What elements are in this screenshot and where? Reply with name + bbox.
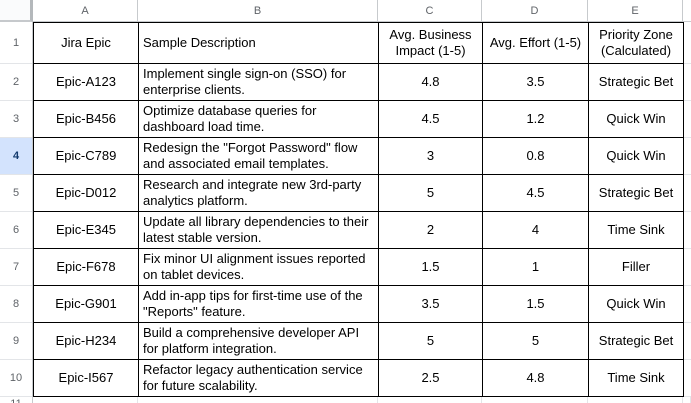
- cell-D5[interactable]: 4.5: [483, 175, 589, 212]
- row-header-6[interactable]: 6: [0, 212, 32, 249]
- cell-E10[interactable]: Time Sink: [589, 360, 684, 397]
- cell-C8[interactable]: 3.5: [379, 286, 483, 323]
- row-header-8[interactable]: 8: [0, 286, 32, 323]
- cell-D8[interactable]: 1.5: [483, 286, 589, 323]
- row-header-5[interactable]: 5: [0, 175, 32, 212]
- cell-B6[interactable]: Update all library dependencies to their…: [139, 212, 379, 249]
- cell-C9[interactable]: 5: [379, 323, 483, 360]
- cell-A3[interactable]: Epic-B456: [34, 101, 139, 138]
- cell-A8[interactable]: Epic-G901: [34, 286, 139, 323]
- gridline-fragment: [684, 22, 691, 64]
- gridline-fragment: [684, 212, 691, 249]
- cell-E5[interactable]: Strategic Bet: [589, 175, 684, 212]
- gridline-fragment: [683, 397, 691, 403]
- column-header-sliver: [683, 0, 691, 21]
- cell-E1[interactable]: Priority Zone (Calculated): [589, 23, 684, 64]
- gridline-fragment: [33, 397, 138, 403]
- row-header-10[interactable]: 10: [0, 360, 32, 397]
- gridline-fragment: [482, 397, 588, 403]
- cell-A10[interactable]: Epic-I567: [34, 360, 139, 397]
- cell-B9[interactable]: Build a comprehensive developer API for …: [139, 323, 379, 360]
- select-all-corner[interactable]: [0, 0, 33, 22]
- cell-D4[interactable]: 0.8: [483, 138, 589, 175]
- cell-D10[interactable]: 4.8: [483, 360, 589, 397]
- cell-B8[interactable]: Add in-app tips for first-time use of th…: [139, 286, 379, 323]
- cell-A6[interactable]: Epic-E345: [34, 212, 139, 249]
- cell-B4[interactable]: Redesign the "Forgot Password" flow and …: [139, 138, 379, 175]
- gridline-fragment: [684, 138, 691, 175]
- row-header-2[interactable]: 2: [0, 64, 32, 101]
- gridline-fragment: [378, 397, 482, 403]
- cell-A2[interactable]: Epic-A123: [34, 64, 139, 101]
- unused-column-f: [684, 22, 691, 397]
- gridline-fragment: [684, 360, 691, 397]
- cell-E3[interactable]: Quick Win: [589, 101, 684, 138]
- cell-C1[interactable]: Avg. Business Impact (1-5): [379, 23, 483, 64]
- column-header-D[interactable]: D: [482, 0, 588, 21]
- gridline-fragment: [588, 397, 683, 403]
- cell-C7[interactable]: 1.5: [379, 249, 483, 286]
- cell-C10[interactable]: 2.5: [379, 360, 483, 397]
- cell-B7[interactable]: Fix minor UI alignment issues reported o…: [139, 249, 379, 286]
- data-grid: Jira Epic Sample Description Avg. Business…: [33, 22, 684, 397]
- cell-C3[interactable]: 4.5: [379, 101, 483, 138]
- cell-E6[interactable]: Time Sink: [589, 212, 684, 249]
- cell-A4[interactable]: Epic-C789: [34, 138, 139, 175]
- gridline-fragment: [684, 175, 691, 212]
- cell-E9[interactable]: Strategic Bet: [589, 323, 684, 360]
- cell-A9[interactable]: Epic-H234: [34, 323, 139, 360]
- column-header-E[interactable]: E: [588, 0, 683, 21]
- cell-D2[interactable]: 3.5: [483, 64, 589, 101]
- column-header-A[interactable]: A: [33, 0, 138, 21]
- cell-D9[interactable]: 5: [483, 323, 589, 360]
- cell-A5[interactable]: Epic-D012: [34, 175, 139, 212]
- cell-E2[interactable]: Strategic Bet: [589, 64, 684, 101]
- cell-B5[interactable]: Research and integrate new 3rd-party ana…: [139, 175, 379, 212]
- gridline-fragment: [684, 101, 691, 138]
- column-header-C[interactable]: C: [378, 0, 482, 21]
- row-header-4[interactable]: 4: [0, 138, 32, 175]
- row-header-7[interactable]: 7: [0, 249, 32, 286]
- cell-D3[interactable]: 1.2: [483, 101, 589, 138]
- cell-E8[interactable]: Quick Win: [589, 286, 684, 323]
- cell-B1[interactable]: Sample Description: [139, 23, 379, 64]
- row-header-11[interactable]: 11: [0, 397, 32, 403]
- cell-A1[interactable]: Jira Epic: [34, 23, 139, 64]
- cell-B10[interactable]: Refactor legacy authentication service f…: [139, 360, 379, 397]
- column-header-B[interactable]: B: [138, 0, 378, 21]
- cell-C5[interactable]: 5: [379, 175, 483, 212]
- gridline-fragment: [684, 64, 691, 101]
- cell-E7[interactable]: Filler: [589, 249, 684, 286]
- gridline-fragment: [684, 286, 691, 323]
- row-11-strip: [33, 397, 691, 403]
- gridline-fragment: [684, 323, 691, 360]
- row-header-1[interactable]: 1: [0, 23, 32, 64]
- cell-D1[interactable]: Avg. Effort (1-5): [483, 23, 589, 64]
- cell-C6[interactable]: 2: [379, 212, 483, 249]
- cell-D6[interactable]: 4: [483, 212, 589, 249]
- cell-C4[interactable]: 3: [379, 138, 483, 175]
- row-header-3[interactable]: 3: [0, 101, 32, 138]
- cell-E4[interactable]: Quick Win: [589, 138, 684, 175]
- gridline-fragment: [138, 397, 378, 403]
- cell-A7[interactable]: Epic-F678: [34, 249, 139, 286]
- gridline-fragment: [684, 249, 691, 286]
- cell-B3[interactable]: Optimize database queries for dashboard …: [139, 101, 379, 138]
- row-header-9[interactable]: 9: [0, 323, 32, 360]
- cell-C2[interactable]: 4.8: [379, 64, 483, 101]
- row-header-column: 1234567891011: [0, 22, 33, 403]
- cell-D7[interactable]: 1: [483, 249, 589, 286]
- cell-B2[interactable]: Implement single sign-on (SSO) for enter…: [139, 64, 379, 101]
